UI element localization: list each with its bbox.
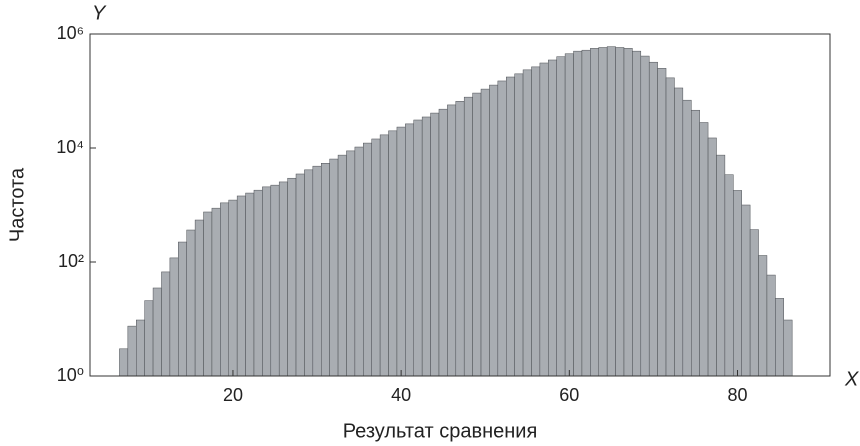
- bar: [497, 80, 507, 377]
- bar: [287, 177, 297, 377]
- bar: [741, 204, 751, 377]
- bar: [421, 116, 431, 377]
- bar: [228, 199, 238, 377]
- bar: [682, 99, 692, 377]
- bar: [539, 62, 549, 377]
- bar: [640, 55, 650, 377]
- bar: [220, 202, 230, 377]
- bar: [758, 255, 768, 377]
- bar: [564, 53, 574, 377]
- bar: [329, 158, 339, 377]
- bar: [632, 50, 642, 377]
- bar: [127, 325, 137, 377]
- bar: [699, 122, 709, 377]
- bar: [665, 77, 675, 377]
- bar: [489, 84, 499, 377]
- bar: [691, 109, 700, 377]
- bar: [194, 219, 204, 377]
- bar: [144, 300, 154, 377]
- bar: [346, 150, 356, 377]
- bar: [211, 207, 221, 377]
- x-tick-label: 60: [559, 385, 579, 405]
- bar: [590, 48, 599, 377]
- y-axis-symbol: Y: [92, 2, 107, 24]
- bar: [178, 241, 187, 377]
- bar: [657, 68, 667, 377]
- bar: [480, 88, 490, 377]
- bar: [514, 73, 524, 377]
- bar: [573, 50, 583, 377]
- bar: [278, 181, 288, 377]
- bar: [623, 48, 633, 377]
- bar: [463, 96, 473, 377]
- bar: [413, 119, 423, 377]
- bar: [783, 319, 793, 377]
- y-tick-label: 10⁴: [56, 137, 84, 157]
- bar: [733, 190, 742, 377]
- bar: [379, 134, 389, 377]
- bar: [766, 274, 776, 377]
- bar: [304, 169, 314, 377]
- bar: [270, 184, 280, 377]
- bar: [581, 49, 591, 377]
- bar: [548, 59, 557, 377]
- bar: [674, 87, 684, 377]
- bar: [236, 195, 246, 377]
- x-tick-label: 20: [223, 385, 243, 405]
- bar: [405, 123, 415, 377]
- bar: [447, 104, 457, 377]
- x-axis-label: Результат сравнения: [343, 420, 538, 442]
- bar: [312, 165, 322, 377]
- bar: [472, 92, 482, 377]
- bar: [724, 174, 734, 377]
- bar: [775, 298, 784, 377]
- bar: [531, 66, 541, 377]
- bar: [556, 56, 566, 377]
- bar: [648, 61, 658, 377]
- bar: [253, 189, 263, 377]
- bar: [262, 186, 272, 377]
- bar: [363, 142, 372, 377]
- plot-frame: [89, 33, 831, 377]
- bar: [707, 137, 717, 377]
- x-tick-label: 80: [727, 385, 747, 405]
- y-tick-label: 10²: [58, 251, 84, 271]
- bar: [161, 271, 171, 377]
- bar: [152, 287, 162, 377]
- bar: [615, 47, 625, 377]
- bar: [321, 163, 330, 377]
- x-axis-symbol: X: [844, 368, 859, 390]
- bar: [598, 47, 608, 377]
- bar: [337, 154, 347, 377]
- bar: [716, 154, 726, 377]
- y-tick-label: 10⁰: [57, 365, 84, 385]
- bar: [506, 76, 515, 377]
- bar: [295, 173, 305, 377]
- bar: [169, 257, 179, 377]
- bar: [430, 112, 440, 377]
- bar: [245, 192, 255, 377]
- bar: [455, 101, 465, 377]
- bar: [396, 126, 406, 377]
- y-tick-label: 10⁶: [57, 23, 84, 43]
- bar: [522, 69, 532, 377]
- bar: [749, 229, 759, 377]
- bar: [438, 108, 448, 377]
- bar: [119, 348, 129, 377]
- bar: [354, 146, 364, 377]
- bar: [388, 130, 398, 377]
- y-axis-label: Частота: [6, 167, 28, 242]
- bar: [186, 229, 196, 377]
- bar: [371, 138, 381, 377]
- x-tick-label: 40: [391, 385, 411, 405]
- bar: [136, 319, 145, 377]
- bar: [606, 46, 616, 377]
- bar: [203, 211, 213, 377]
